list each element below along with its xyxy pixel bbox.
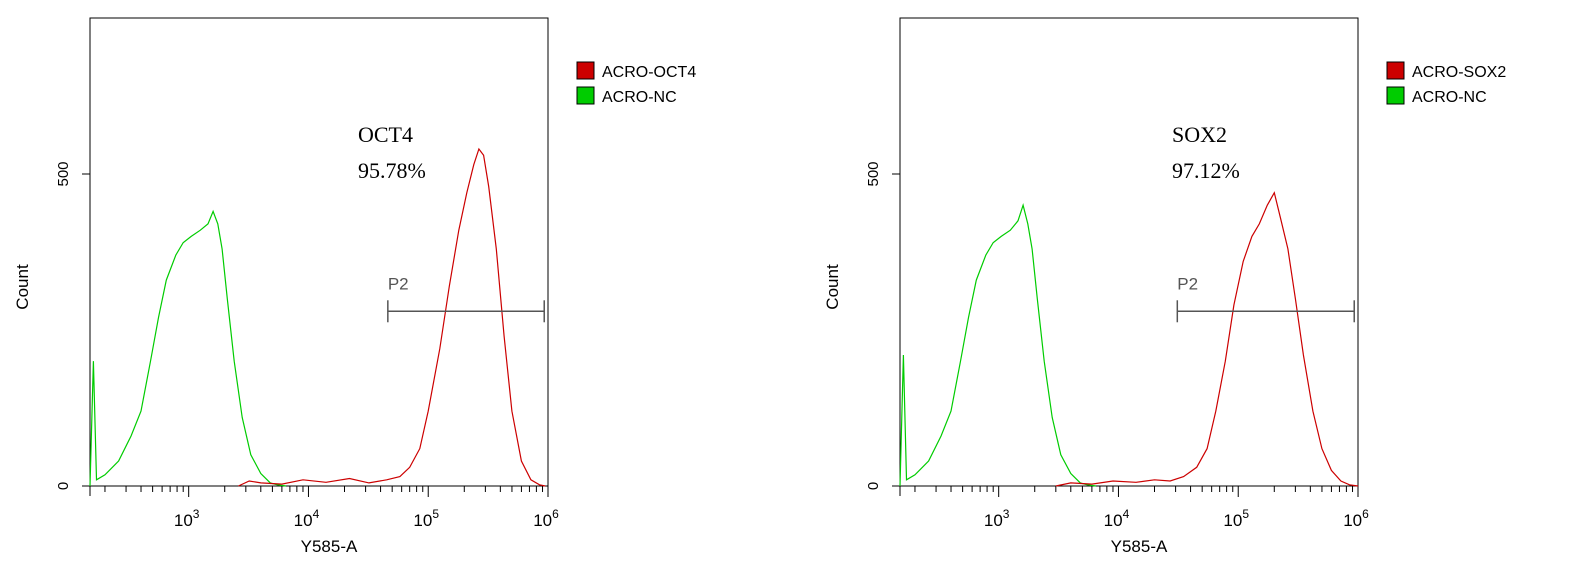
y-tick-label: 500 [865, 161, 882, 186]
x-tick-exponent: 6 [552, 507, 559, 521]
series-line-acro-sox2 [1055, 191, 1359, 487]
x-tick-base: 10 [1104, 511, 1123, 530]
series-line-acro-oct4 [238, 147, 546, 487]
legend-label: ACRO-OCT4 [602, 64, 696, 81]
series-line-acro-nc [899, 203, 1097, 487]
x-tick-label: 105 [1223, 507, 1249, 530]
legend-swatch [576, 61, 595, 80]
plot-frame [899, 17, 1359, 487]
x-tick-base: 10 [533, 511, 552, 530]
x-tick-label: 104 [1104, 507, 1130, 530]
gate-label: P2 [388, 274, 409, 293]
annotation-marker-name: OCT4 [358, 122, 413, 147]
x-tick-base: 10 [294, 511, 313, 530]
x-tick-exponent: 6 [1362, 507, 1369, 521]
x-tick-base: 10 [1343, 511, 1362, 530]
x-tick-exponent: 5 [432, 507, 439, 521]
annotation-percent: 97.12% [1172, 158, 1240, 183]
legend-label: ACRO-NC [602, 89, 677, 106]
x-tick-exponent: 3 [1003, 507, 1010, 521]
y-tick-label: 0 [865, 482, 882, 490]
x-axis-label: Y585-A [301, 537, 358, 556]
x-tick-exponent: 3 [193, 507, 200, 521]
x-tick-base: 10 [174, 511, 193, 530]
x-tick-label: 106 [533, 507, 559, 530]
annotation-percent: 95.78% [358, 158, 426, 183]
x-tick-label: 104 [294, 507, 320, 530]
legend-label: ACRO-SOX2 [1412, 64, 1506, 81]
legend-swatch [1386, 86, 1405, 105]
x-tick-label: 103 [174, 507, 200, 530]
legend-label: ACRO-NC [1412, 89, 1487, 106]
x-tick-base: 10 [984, 511, 1003, 530]
x-tick-exponent: 4 [1123, 507, 1130, 521]
x-tick-label: 105 [413, 507, 439, 530]
x-tick-label: 103 [984, 507, 1010, 530]
x-tick-exponent: 4 [313, 507, 320, 521]
legend-swatch [576, 86, 595, 105]
x-tick-base: 10 [1223, 511, 1242, 530]
x-tick-label: 106 [1343, 507, 1369, 530]
x-tick-base: 10 [413, 511, 432, 530]
annotation-marker-name: SOX2 [1172, 122, 1227, 147]
gate-label: P2 [1177, 274, 1198, 293]
y-axis-label: Count [823, 264, 842, 310]
legend-swatch [1386, 61, 1405, 80]
y-axis-label: Count [13, 264, 32, 310]
y-tick-label: 0 [55, 482, 72, 490]
series-line-acro-nc [89, 209, 287, 487]
plot-frame [89, 17, 549, 487]
y-tick-label: 500 [55, 161, 72, 186]
x-axis-label: Y585-A [1111, 537, 1168, 556]
x-tick-exponent: 5 [1242, 507, 1249, 521]
